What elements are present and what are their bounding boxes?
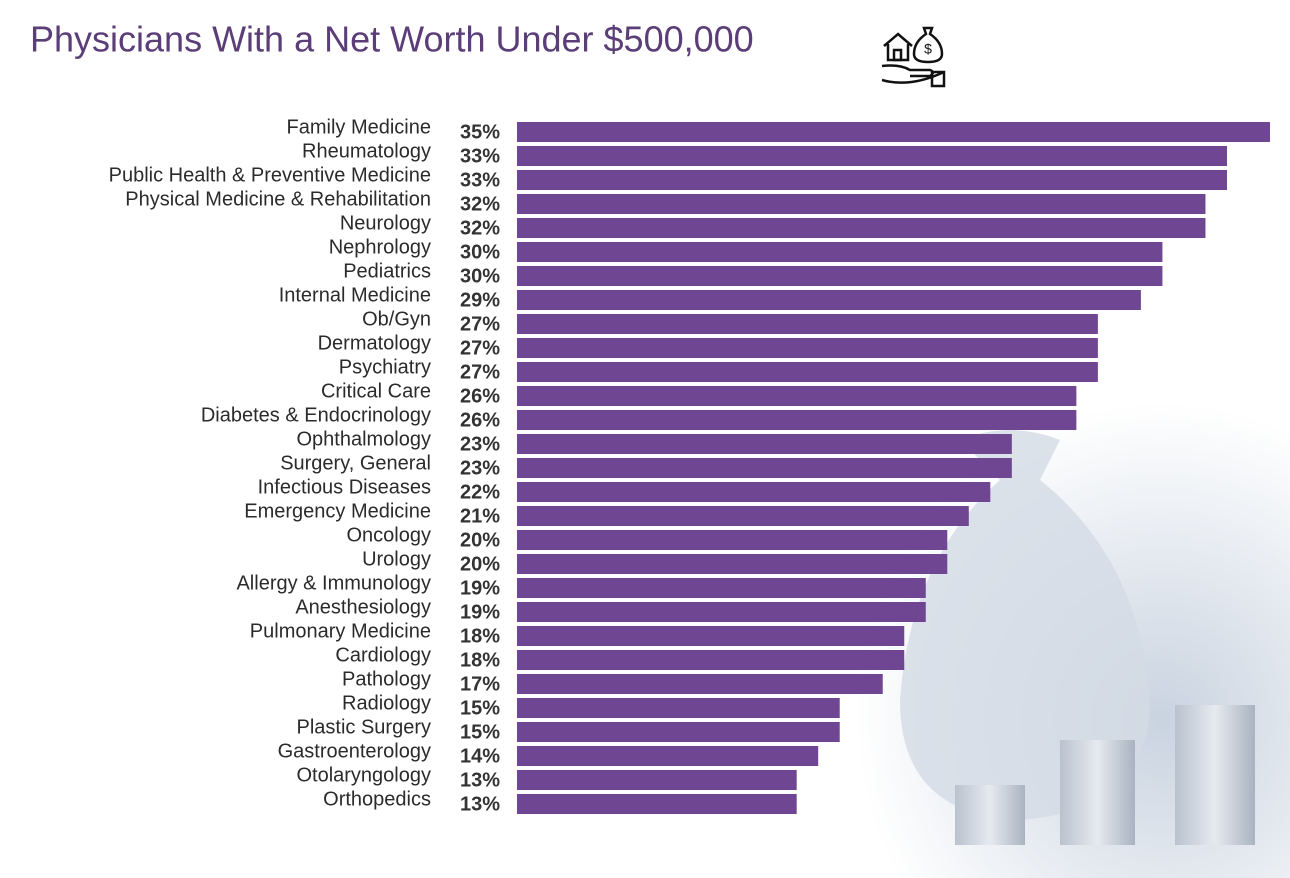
bar — [517, 722, 840, 742]
bar — [517, 146, 1227, 166]
value-label: 15% — [460, 721, 500, 743]
category-label: Surgery, General — [280, 452, 431, 474]
bar — [517, 410, 1077, 430]
category-label: Emergency Medicine — [244, 500, 431, 522]
value-label: 23% — [460, 433, 500, 455]
category-label: Diabetes & Endocrinology — [201, 404, 431, 426]
category-label: Cardiology — [335, 644, 431, 666]
bar — [517, 458, 1012, 478]
bar — [517, 218, 1206, 238]
coin-stack — [1060, 740, 1135, 845]
value-label: 15% — [460, 697, 500, 719]
value-label: 35% — [460, 121, 500, 143]
category-label: Urology — [362, 548, 431, 570]
title-icon: $ — [881, 26, 946, 88]
category-label: Ophthalmology — [296, 428, 431, 450]
bar — [517, 698, 840, 718]
value-label: 27% — [460, 313, 500, 335]
category-label: Gastroenterology — [278, 740, 431, 762]
category-label: Family Medicine — [287, 116, 431, 138]
value-label: 19% — [460, 577, 500, 599]
value-label: 17% — [460, 673, 500, 695]
value-label: 27% — [460, 337, 500, 359]
value-label: 18% — [460, 625, 500, 647]
value-label: 29% — [460, 289, 500, 311]
category-label: Internal Medicine — [279, 284, 431, 306]
bar — [517, 242, 1163, 262]
category-label: Anesthesiology — [295, 596, 431, 618]
bar — [517, 650, 905, 670]
category-label: Pediatrics — [343, 260, 431, 282]
category-label: Public Health & Preventive Medicine — [109, 164, 431, 186]
bar — [517, 554, 948, 574]
bar — [517, 122, 1270, 142]
value-label: 26% — [460, 385, 500, 407]
category-label: Allergy & Immunology — [236, 572, 431, 594]
bar — [517, 626, 905, 646]
bar — [517, 602, 926, 622]
category-label: Physical Medicine & Rehabilitation — [125, 188, 431, 210]
bar — [517, 170, 1227, 190]
category-label: Critical Care — [321, 380, 431, 402]
chart-title: Physicians With a Net Worth Under $500,0… — [30, 19, 754, 60]
bar — [517, 434, 1012, 454]
bar — [517, 770, 797, 790]
value-label: 23% — [460, 457, 500, 479]
bar — [517, 290, 1141, 310]
category-label: Pathology — [342, 668, 431, 690]
category-label: Pulmonary Medicine — [250, 620, 431, 642]
bar — [517, 314, 1098, 334]
bar — [517, 266, 1163, 286]
category-label: Orthopedics — [323, 788, 431, 810]
value-label: 21% — [460, 505, 500, 527]
value-label: 13% — [460, 769, 500, 791]
bar — [517, 338, 1098, 358]
bar — [517, 746, 819, 766]
category-label: Ob/Gyn — [362, 308, 431, 330]
value-label: 18% — [460, 649, 500, 671]
category-label: Otolaryngology — [296, 764, 431, 786]
value-label: 14% — [460, 745, 500, 767]
value-label: 33% — [460, 169, 500, 191]
coin-stack — [955, 785, 1025, 845]
money-bag — [900, 430, 1150, 820]
bar — [517, 194, 1206, 214]
category-label: Dermatology — [318, 332, 431, 354]
value-label: 20% — [460, 529, 500, 551]
bar — [517, 362, 1098, 382]
value-label: 30% — [460, 265, 500, 287]
category-label: Plastic Surgery — [297, 716, 432, 738]
coin-stack — [1175, 705, 1255, 845]
category-label: Oncology — [347, 524, 432, 546]
category-label: Nephrology — [329, 236, 431, 258]
bar — [517, 530, 948, 550]
value-label: 26% — [460, 409, 500, 431]
value-label: 32% — [460, 193, 500, 215]
category-label: Rheumatology — [302, 140, 431, 162]
value-label: 32% — [460, 217, 500, 239]
value-label: 27% — [460, 361, 500, 383]
value-label: 19% — [460, 601, 500, 623]
bar — [517, 482, 991, 502]
bar — [517, 506, 969, 526]
svg-text:$: $ — [924, 41, 932, 57]
value-label: 20% — [460, 553, 500, 575]
bar — [517, 386, 1077, 406]
category-label: Infectious Diseases — [258, 476, 431, 498]
value-label: 22% — [460, 481, 500, 503]
bar — [517, 578, 926, 598]
value-label: 13% — [460, 793, 500, 815]
category-label: Neurology — [340, 212, 431, 234]
bar — [517, 674, 883, 694]
category-label: Psychiatry — [339, 356, 431, 378]
value-label: 33% — [460, 145, 500, 167]
bar — [517, 794, 797, 814]
category-label: Radiology — [342, 692, 431, 714]
value-label: 30% — [460, 241, 500, 263]
